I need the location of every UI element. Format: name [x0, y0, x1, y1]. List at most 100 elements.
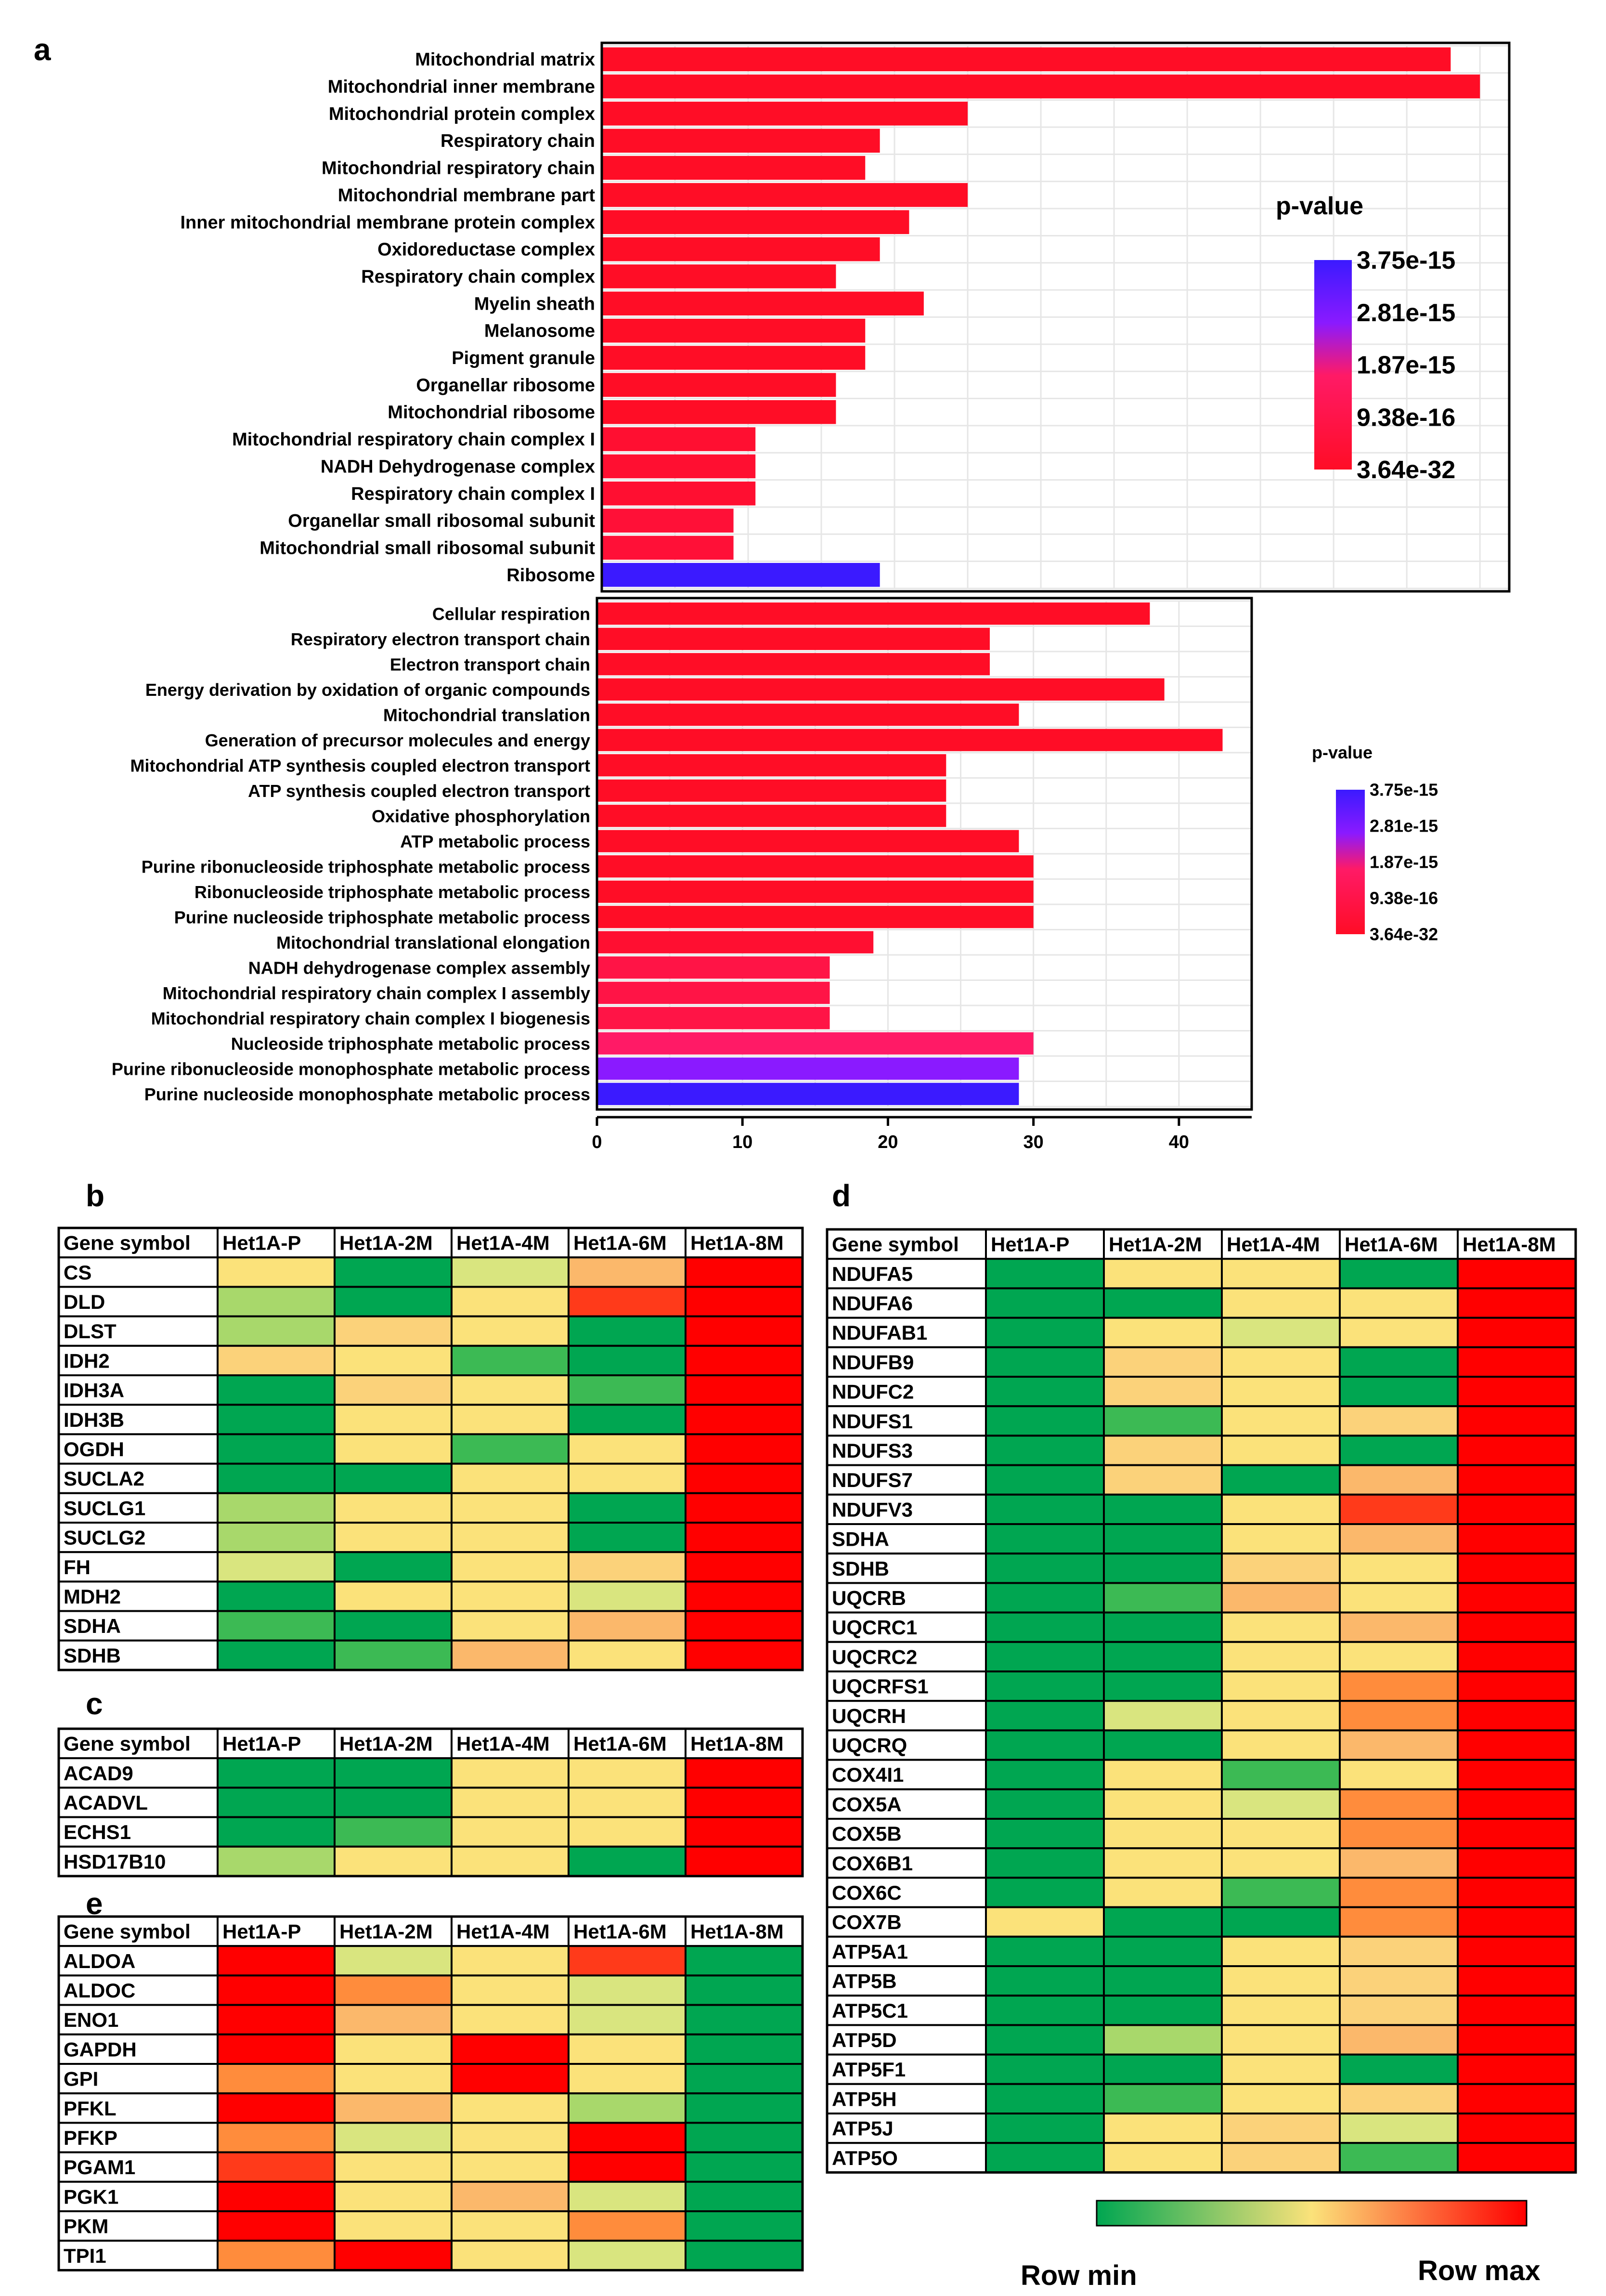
category-label: Oxidative phosphorylation: [372, 806, 590, 826]
heat-cell: [1457, 1847, 1577, 1879]
gene-symbol: ENO1: [64, 2009, 118, 2031]
gene-cell: [58, 2240, 219, 2271]
category-label: Organellar small ribosomal subunit: [288, 511, 595, 531]
heat-cell: [568, 1462, 686, 1494]
heat-cell: [568, 1639, 686, 1671]
row-min-label: Row min: [1021, 2260, 1137, 2291]
heat-cell: [685, 1974, 803, 2006]
heat-cell: [334, 1845, 453, 1878]
heat-cell: [1457, 2113, 1577, 2144]
heat-cell: [217, 1344, 336, 1377]
legend-label: 3.75e-15: [1370, 780, 1438, 800]
category-label: Respiratory electron transport chain: [291, 629, 590, 649]
heat-cell: [985, 1405, 1105, 1437]
column-header: Het1A-6M: [1345, 1233, 1438, 1256]
legend-title: p-value: [1312, 743, 1373, 762]
heat-cell: [217, 1845, 336, 1878]
heat-cell: [1103, 1258, 1223, 1290]
legend-label: 3.64e-32: [1357, 456, 1455, 484]
gene-symbol: NDUFC2: [832, 1381, 914, 1403]
gene-cell: [826, 1906, 987, 1938]
bar: [602, 47, 1451, 71]
heat-cell: [1103, 1670, 1223, 1702]
gene-symbol: ATP5H: [832, 2087, 897, 2110]
heat-cell: [334, 2180, 453, 2212]
heat-cell: [1457, 2053, 1577, 2085]
heat-cell: [217, 1757, 336, 1789]
heat-cell: [334, 1462, 453, 1494]
heat-cell: [1457, 1611, 1577, 1643]
heat-cell: [334, 1610, 453, 1642]
heat-cell: [217, 1374, 336, 1406]
heat-cell: [334, 2033, 453, 2065]
category-label: Mitochondrial ribosome: [388, 403, 595, 423]
category-label: Mitochondrial inner membrane: [328, 77, 595, 97]
gene-symbol: ALDOC: [64, 1979, 135, 2002]
heat-cell: [1221, 1582, 1341, 1614]
gene-symbol: NDUFS7: [832, 1469, 913, 1491]
heat-cell: [1103, 1346, 1223, 1378]
heat-cell: [568, 2180, 686, 2212]
heat-cell: [1339, 1729, 1459, 1761]
heat-cell: [568, 1757, 686, 1789]
column-header: Het1A-4M: [456, 1232, 550, 1254]
heat-cell: [685, 1787, 803, 1818]
column-header: Het1A-8M: [690, 1920, 784, 1943]
gene-cell: [826, 1995, 987, 2026]
heat-cell: [568, 1315, 686, 1347]
gene-symbol: COX5A: [832, 1793, 902, 1815]
heat-cell: [334, 2092, 453, 2124]
heat-cell: [568, 2122, 686, 2153]
gene-symbol: MDH2: [64, 1585, 121, 1608]
heat-cell: [685, 1315, 803, 1347]
heat-cell: [1339, 2113, 1459, 2144]
heat-cell: [1457, 1464, 1577, 1496]
gene-symbol: OGDH: [64, 1438, 124, 1461]
column-header: Gene symbol: [64, 1232, 191, 1254]
heat-cell: [685, 1757, 803, 1789]
heat-cell: [1339, 1464, 1459, 1496]
category-label: Purine nucleoside monophosphate metaboli…: [144, 1084, 590, 1104]
heat-cell: [217, 2180, 336, 2212]
bar: [597, 627, 990, 650]
legend-label: 1.87e-15: [1357, 352, 1455, 379]
go-cellular-component-chart: Mitochondrial matrix Mitochondrial inner …: [181, 41, 1511, 593]
heat-cell: [568, 1433, 686, 1465]
heat-cell: [1103, 2142, 1223, 2174]
heat-cell: [334, 1404, 453, 1435]
heat-cell: [1103, 1493, 1223, 1526]
heat-cell: [217, 1580, 336, 1612]
gene-symbol: IDH3B: [64, 1409, 124, 1431]
heat-cell: [685, 1610, 803, 1642]
gene-symbol: SUCLA2: [64, 1467, 144, 1490]
column-header: Het1A-P: [222, 1920, 301, 1943]
heat-cell: [1103, 2113, 1223, 2144]
gene-symbol: ACADVL: [64, 1791, 148, 1814]
heatmap-tca-cycle: Gene symbol Het1A-P Het1A-2M Het1A-4M Het1A-…: [57, 1226, 804, 1671]
row-scale-bar: [1096, 2200, 1528, 2227]
heat-cell: [685, 1462, 803, 1494]
gene-symbol: UQCRQ: [832, 1734, 907, 1757]
heat-cell: [1221, 1405, 1341, 1437]
heat-cell: [1221, 1346, 1341, 1378]
panel-label-d: d: [832, 1178, 851, 1213]
heat-cell: [985, 1759, 1105, 1790]
column-header: Het1A-4M: [1227, 1233, 1320, 1256]
legend-colorbar: [1336, 790, 1365, 934]
heat-cell: [568, 1256, 686, 1288]
gene-symbol: ATP5D: [832, 2029, 897, 2051]
heat-cell: [1339, 1611, 1459, 1643]
bar: [602, 400, 836, 424]
heat-cell: [1221, 1700, 1341, 1732]
category-label: Mitochondrial ATP synthesis coupled elec…: [130, 756, 590, 775]
bar: [602, 291, 924, 316]
heat-cell: [1339, 1258, 1459, 1290]
heat-cell: [1221, 1464, 1341, 1496]
column-header: Het1A-8M: [690, 1232, 784, 1254]
heat-cell: [685, 1433, 803, 1465]
heat-cell: [1457, 1906, 1577, 1938]
column-header: Gene symbol: [832, 1233, 959, 1256]
heat-cell: [217, 1974, 336, 2006]
heat-cell: [568, 2210, 686, 2242]
